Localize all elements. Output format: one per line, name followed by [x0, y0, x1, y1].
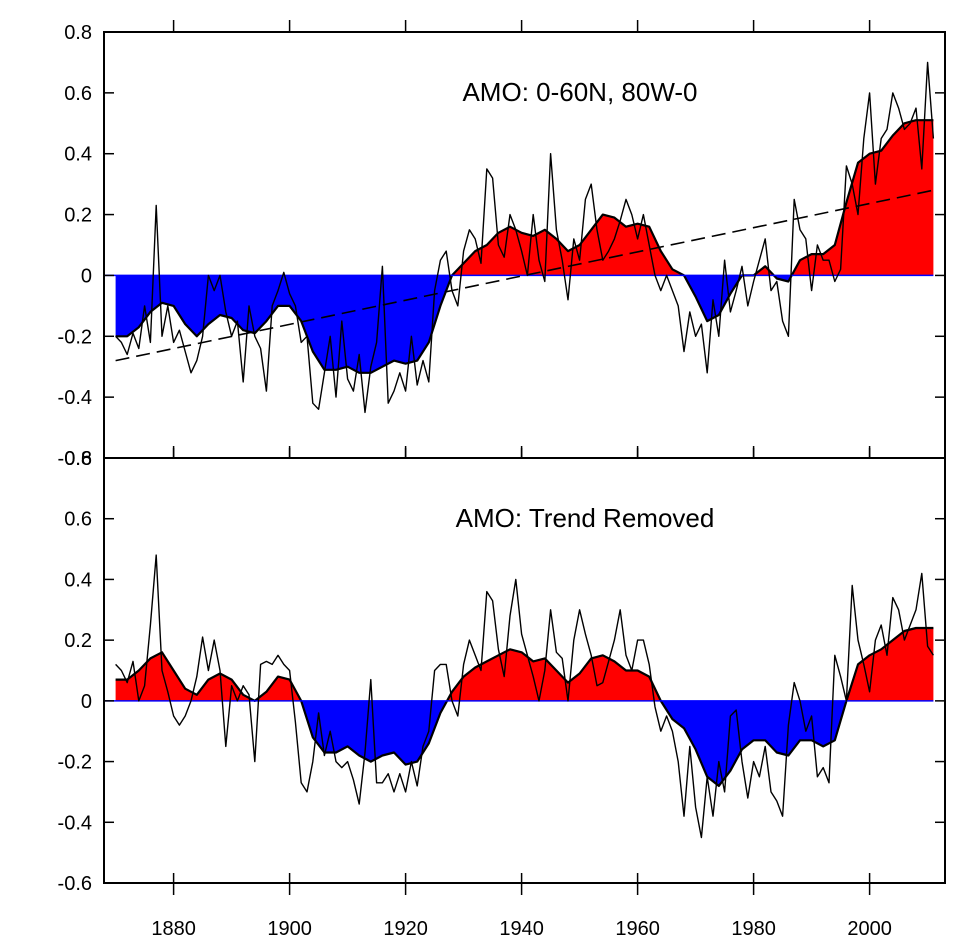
- y-tick-label: -0.2: [58, 752, 92, 774]
- x-tick-label: 2000: [847, 918, 892, 940]
- x-tick-label: 1900: [267, 918, 312, 940]
- annual-line: [115, 554, 934, 839]
- positive-area: [115, 628, 934, 701]
- positive-area: [115, 120, 934, 276]
- y-tick-label: 0.2: [64, 205, 92, 227]
- x-tick-label: 1880: [151, 918, 196, 940]
- trend-line: [115, 189, 934, 362]
- x-tick-label: 1920: [383, 918, 428, 940]
- y-tick-label: 0.4: [64, 144, 92, 166]
- panel-title: AMO: Trend Removed: [456, 503, 715, 533]
- panel-amo-detrended: 0.8 0.6 0.4 0.2 0 -0.2 -0.4 -0.6 1880 1900 1920 194…: [58, 446, 946, 940]
- x-tick-label: 1940: [499, 918, 544, 940]
- y-tick-label: -0.4: [58, 812, 92, 834]
- y-tick-label: 0.8: [64, 448, 92, 470]
- x-tick-label: 1980: [731, 918, 776, 940]
- panel-amo-raw: 0.8 0.6 0.4 0.2 0 -0.2 -0.4 -0.6 AMO: 0-60N, 80W…: [58, 20, 946, 470]
- plot-frame: [103, 457, 946, 884]
- x-tick-label: 1960: [615, 918, 660, 940]
- y-tick-label: 0.2: [64, 630, 92, 652]
- y-tick-label: 0.8: [64, 22, 92, 44]
- y-tick-label: -0.2: [58, 326, 92, 348]
- y-tick-label: -0.6: [58, 873, 92, 895]
- negative-area: [115, 275, 792, 373]
- y-tick-label: -0.4: [58, 387, 92, 409]
- y-tick-label: 0.6: [64, 83, 92, 105]
- smoothed-line: [115, 119, 934, 374]
- annual-line: [115, 61, 935, 414]
- y-tick-label: 0.4: [64, 569, 92, 591]
- y-tick-label: 0.6: [64, 509, 92, 531]
- y-tick-label: -0.6: [58, 448, 92, 470]
- y-tick-label: 0: [81, 691, 92, 713]
- panel-title: AMO: 0-60N, 80W-0: [462, 77, 697, 107]
- y-tick-label: 0: [81, 265, 92, 287]
